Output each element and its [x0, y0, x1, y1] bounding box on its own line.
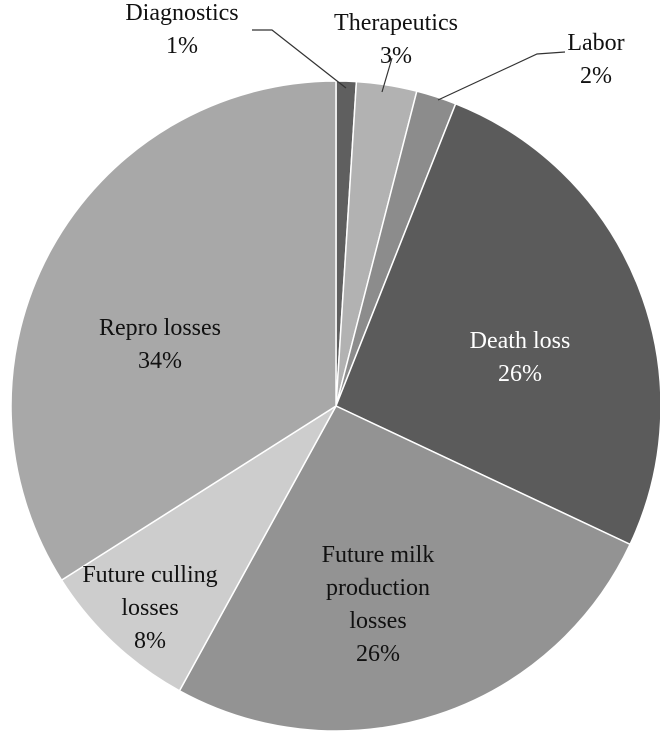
slice-label-line: Future milk — [322, 542, 435, 568]
slice-label-therapeutics: Therapeutics 3% — [334, 10, 458, 69]
slice-labels: Diagnostics 1% Therapeutics 3% Labor 2% Death … — [82, 0, 624, 667]
slice-label-diagnostics: Diagnostics 1% — [125, 0, 238, 59]
slice-label-line: Diagnostics — [125, 0, 238, 26]
slice-label-death-loss: Death loss 26% — [470, 328, 571, 387]
slice-label-line: 2% — [580, 63, 612, 89]
slice-label-line: 26% — [356, 641, 400, 667]
leader-lines — [252, 29, 566, 101]
slice-label-line: Labor — [567, 30, 624, 56]
slice-label-labor: Labor 2% — [567, 30, 624, 89]
leader-line-therapeutics — [381, 57, 393, 93]
leader-line-labor — [437, 51, 566, 101]
slice-label-line: Death loss — [470, 328, 571, 354]
leader-line-diagnostics — [252, 29, 347, 89]
slice-label-line: losses — [121, 595, 178, 621]
slice-label-future-milk: Future milk production losses 26% — [322, 542, 435, 667]
slice-label-repro-losses: Repro losses 34% — [99, 315, 221, 374]
slice-label-future-culling: Future culling losses 8% — [82, 562, 217, 654]
pie-slice-future-culling — [60, 405, 337, 692]
slice-label-line: 3% — [380, 43, 412, 69]
slice-label-line: 1% — [166, 33, 198, 59]
pie-slices — [10, 80, 660, 732]
slice-label-line: 8% — [134, 628, 166, 654]
slice-label-line: Therapeutics — [334, 10, 458, 36]
pie-slice-repro-losses — [10, 80, 337, 582]
slice-label-line: 34% — [138, 348, 182, 374]
slice-label-line: Repro losses — [99, 315, 221, 341]
slice-label-line: 26% — [498, 361, 542, 387]
slice-label-line: production — [326, 575, 430, 601]
slice-label-line: losses — [349, 608, 406, 634]
slice-label-line: Future culling — [82, 562, 217, 588]
pie-slice-death-loss — [335, 102, 660, 546]
